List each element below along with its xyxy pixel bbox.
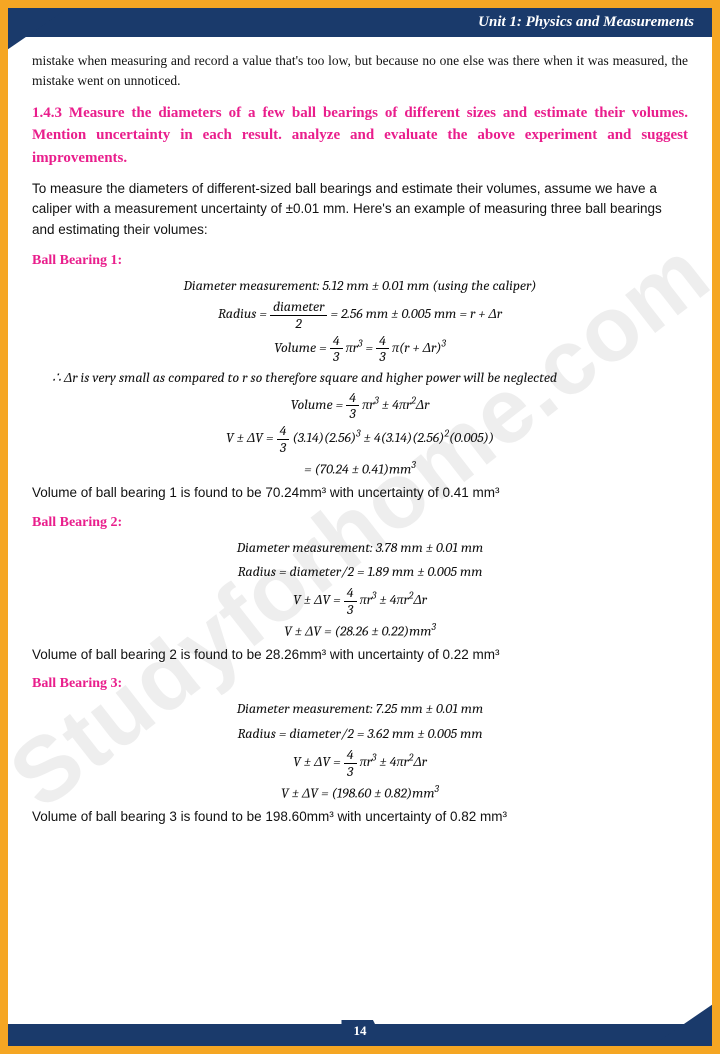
- txt: Δr: [416, 396, 429, 413]
- bb2-result: Volume of ball bearing 2 is found to be …: [32, 645, 688, 665]
- bb1-neglect-note: ∴ Δr is very small as compared to r so t…: [52, 367, 688, 388]
- bb3-diameter: Diameter measurement: 7.25 mm ± 0.01 mm: [32, 698, 688, 720]
- txt: πr: [346, 339, 358, 356]
- page-number: 14: [342, 1020, 379, 1042]
- intro-text: To measure the diameters of different-si…: [32, 179, 688, 240]
- txt: ± 4πr: [379, 396, 411, 413]
- txt: πr: [360, 592, 372, 609]
- den: 3: [344, 764, 357, 779]
- frac-4-3: 43: [330, 333, 343, 365]
- txt: = (70.24 ± 0.41)mm: [304, 461, 411, 478]
- txt: V ± ΔV =: [226, 430, 277, 447]
- txt: πr: [362, 396, 374, 413]
- den: 3: [376, 349, 389, 364]
- frac-4-3: 43: [344, 585, 357, 617]
- txt: = 2.56 mm ± 0.005 mm = r + Δr: [330, 305, 502, 322]
- bb1-vdv-calc: V ± ΔV = 43 (3.14)(2.56)3 ± 4(3.14)(2.56…: [32, 423, 688, 455]
- txt: V ± ΔV = (198.60 ± 0.82)mm: [281, 785, 435, 802]
- den: 3: [277, 440, 290, 455]
- txt: π(r + Δr): [392, 339, 441, 356]
- frac-4-3: 43: [376, 333, 389, 365]
- frac-4-3: 43: [277, 423, 290, 455]
- bb2-vdv-result: V ± ΔV = (28.26 ± 0.22)mm3: [32, 619, 688, 643]
- txt: Volume =: [291, 396, 347, 413]
- txt: V ± ΔV =: [293, 592, 344, 609]
- num: 4: [344, 747, 357, 763]
- bb1-volume-approx: Volume = 43 πr3 ± 4πr2Δr: [32, 390, 688, 422]
- bb2-label: Ball Bearing 2:: [32, 512, 688, 533]
- bb3-label: Ball Bearing 3:: [32, 673, 688, 694]
- num: 4: [344, 585, 357, 601]
- txt: Volume =: [274, 339, 330, 356]
- txt: ± 4πr: [376, 592, 408, 609]
- bb2-vdv-formula: V ± ΔV = 43 πr3 ± 4πr2Δr: [32, 585, 688, 617]
- frac-4-3: 43: [346, 390, 359, 422]
- page-number-badge: 14: [342, 1020, 379, 1042]
- num: 4: [376, 333, 389, 349]
- corner-decoration-tl: [8, 8, 74, 52]
- bb1-diameter: Diameter measurement: 5.12 mm ± 0.01 mm …: [32, 275, 688, 297]
- txt: (3.14)(2.56): [293, 430, 357, 447]
- intro-paragraph: mistake when measuring and record a valu…: [32, 51, 688, 92]
- page-content: mistake when measuring and record a valu…: [8, 37, 712, 867]
- den: 2: [270, 316, 327, 331]
- corner-decoration-br: [646, 1002, 712, 1046]
- bb1-label: Ball Bearing 1:: [32, 250, 688, 271]
- den: 3: [330, 349, 343, 364]
- bb1-volume-formula: Volume = 43 πr3 = 43 π(r + Δr)3: [32, 333, 688, 365]
- den: 3: [346, 406, 359, 421]
- txt: πr: [360, 753, 372, 770]
- page-frame: Unit 1: Physics and Measurements Studyfo…: [8, 8, 712, 1046]
- bb2-diameter: Diameter measurement: 3.78 mm ± 0.01 mm: [32, 537, 688, 559]
- txt: V ± ΔV =: [293, 753, 344, 770]
- frac-diameter-over-2: diameter2: [270, 299, 327, 331]
- txt: Δr: [413, 753, 426, 770]
- bb1-result: Volume of ball bearing 1 is found to be …: [32, 483, 688, 503]
- txt: Δr: [413, 592, 426, 609]
- unit-header: Unit 1: Physics and Measurements: [8, 8, 712, 37]
- txt: V ± ΔV = (28.26 ± 0.22)mm: [284, 623, 431, 640]
- txt: ± 4πr: [376, 753, 408, 770]
- bb3-vdv-result: V ± ΔV = (198.60 ± 0.82)mm3: [32, 781, 688, 805]
- frac-4-3: 43: [344, 747, 357, 779]
- txt: (0.005)): [449, 430, 494, 447]
- num: 4: [277, 423, 290, 439]
- bb3-radius: Radius = diameter/2 = 3.62 mm ± 0.005 mm: [32, 723, 688, 745]
- den: 3: [344, 602, 357, 617]
- num: 4: [346, 390, 359, 406]
- bb3-result: Volume of ball bearing 3 is found to be …: [32, 807, 688, 827]
- bb1-vdv-result: = (70.24 ± 0.41)mm3: [32, 457, 688, 481]
- num: 4: [330, 333, 343, 349]
- section-heading-143: 1.4.3 Measure the diameters of a few bal…: [32, 102, 688, 170]
- txt: Radius =: [218, 305, 270, 322]
- txt: ± 4(3.14)(2.56): [361, 430, 445, 447]
- bb3-vdv-formula: V ± ΔV = 43 πr3 ± 4πr2Δr: [32, 747, 688, 779]
- bb1-radius: Radius = diameter2 = 2.56 mm ± 0.005 mm …: [32, 299, 688, 331]
- num: diameter: [270, 299, 327, 315]
- bb2-radius: Radius = diameter/2 = 1.89 mm ± 0.005 mm: [32, 561, 688, 583]
